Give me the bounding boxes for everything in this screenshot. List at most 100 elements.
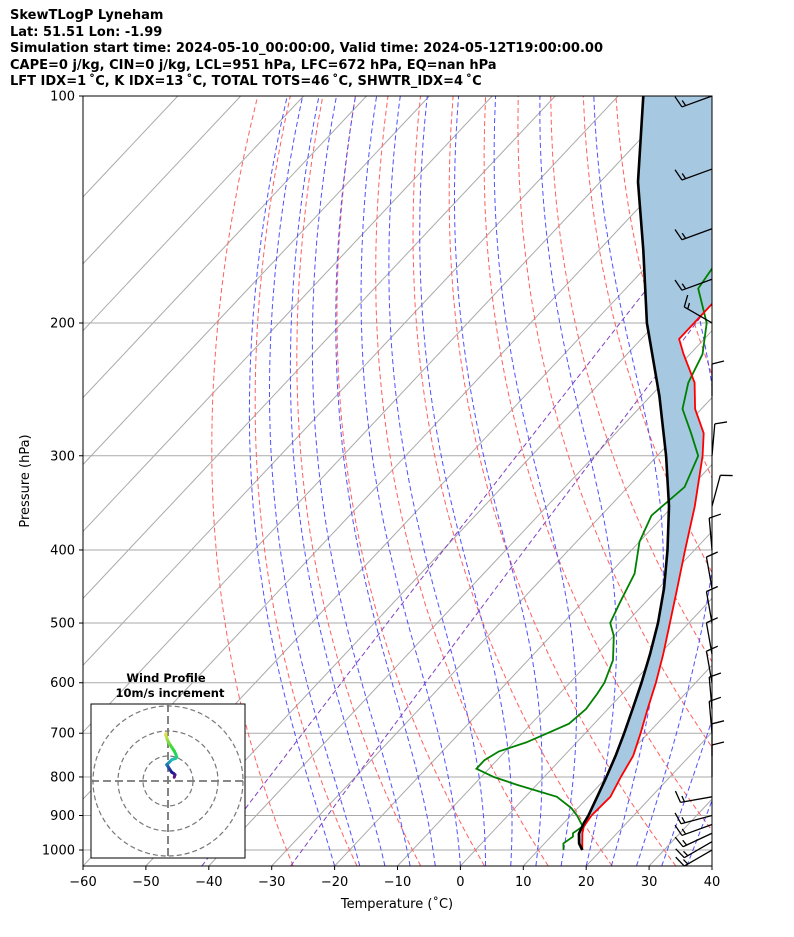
isotherm-line bbox=[208, 329, 712, 866]
moist-adiabat-line bbox=[248, 96, 336, 866]
y-tick-label: 200 bbox=[50, 316, 75, 331]
x-tick-label: −50 bbox=[132, 875, 159, 890]
wind-barb bbox=[674, 823, 713, 837]
wind-barb bbox=[675, 841, 713, 859]
x-tick-label: −60 bbox=[69, 875, 96, 890]
isotherm-line bbox=[397, 530, 712, 866]
wind-barb bbox=[708, 513, 722, 551]
x-tick-label: −20 bbox=[321, 875, 348, 890]
wind-barb bbox=[674, 832, 713, 848]
dry-adiabat-line bbox=[714, 96, 794, 866]
dry-adiabat-line bbox=[296, 96, 422, 866]
wind-barb bbox=[674, 228, 713, 241]
wind-barb bbox=[711, 360, 725, 397]
isotherm-line bbox=[83, 96, 367, 399]
dry-adiabat-line bbox=[582, 96, 712, 574]
hodograph-rings bbox=[91, 704, 245, 858]
moist-adiabat-line bbox=[388, 96, 487, 866]
dry-adiabat-line bbox=[517, 96, 712, 749]
station-title: SkewTLogP Lyneham bbox=[10, 8, 164, 23]
y-tick-label: 800 bbox=[50, 770, 75, 785]
moist-adiabat-line bbox=[454, 96, 543, 866]
y-tick-label: 100 bbox=[50, 90, 75, 105]
dry-adiabat-line bbox=[211, 96, 294, 866]
x-tick-label: −40 bbox=[195, 875, 222, 890]
isotherm-line bbox=[460, 597, 712, 866]
moist-adiabat-line bbox=[539, 96, 617, 866]
moist-adiabat-line bbox=[686, 799, 712, 866]
isotherm-line bbox=[83, 96, 619, 666]
dewpoint-line bbox=[474, 267, 712, 851]
dry-adiabat-line bbox=[254, 96, 358, 866]
wind-barb bbox=[683, 294, 713, 324]
moist-adiabat-line bbox=[419, 96, 513, 866]
stability-parameters: CAPE=0 j/kg, CIN=0 j/kg, LCL=951 hPa, LF… bbox=[10, 57, 497, 73]
hodograph-inset: Wind Profile 10m/s increment bbox=[90, 671, 246, 859]
x-tick-label: 30 bbox=[641, 875, 658, 890]
background-reference-lines bbox=[83, 96, 794, 866]
profile-lines bbox=[474, 96, 712, 851]
dry-adiabat-line bbox=[550, 96, 712, 663]
x-tick-label: 40 bbox=[704, 875, 721, 890]
moist-adiabat-line bbox=[711, 864, 712, 866]
wind-barb bbox=[674, 812, 713, 825]
y-tick-label: 900 bbox=[50, 809, 75, 824]
y-tick-label: 1000 bbox=[42, 844, 75, 859]
x-tick-label: −10 bbox=[384, 875, 411, 890]
stability-indices: LFT IDX=1 ˚C, K IDX=13 ˚C, TOTAL TOTS=46… bbox=[10, 74, 482, 89]
simulation-time: Simulation start time: 2024-05-10_00:00:… bbox=[10, 41, 603, 56]
isotherm-line bbox=[83, 96, 242, 265]
mixing-ratio-line bbox=[290, 301, 712, 866]
temperature-line bbox=[581, 302, 712, 850]
wind-barb bbox=[711, 474, 733, 507]
hodograph-subtitle: 10m/s increment bbox=[116, 686, 225, 700]
x-tick-label: 20 bbox=[578, 875, 595, 890]
x-tick-label: 0 bbox=[456, 875, 464, 890]
isotherm-line bbox=[334, 463, 712, 866]
wind-barb bbox=[711, 741, 725, 777]
isotherm-line bbox=[83, 96, 682, 733]
parcel-line bbox=[577, 96, 671, 851]
isotherm-line bbox=[711, 865, 712, 866]
wind-barb bbox=[674, 278, 713, 291]
y-axis-label: Pressure (hPa) bbox=[18, 434, 33, 527]
isotherm-line bbox=[83, 96, 493, 533]
wind-barb bbox=[711, 421, 728, 456]
moist-adiabat-line bbox=[311, 96, 411, 866]
dry-adiabat-line bbox=[448, 96, 677, 866]
moist-adiabat-line bbox=[335, 96, 436, 866]
moist-adiabat-line bbox=[289, 96, 386, 866]
moist-adiabat-line bbox=[661, 718, 712, 866]
y-tick-label: 400 bbox=[50, 543, 75, 558]
moist-adiabat-line bbox=[636, 96, 712, 866]
dry-adiabat-line bbox=[412, 96, 613, 866]
cape-fill bbox=[578, 96, 712, 850]
dry-adiabat-line bbox=[779, 96, 794, 866]
wind-barb bbox=[674, 790, 713, 803]
y-tick-label: 300 bbox=[50, 449, 75, 464]
y-tick-label: 700 bbox=[50, 727, 75, 742]
isotherm-line bbox=[83, 96, 556, 600]
dry-adiabat-line bbox=[375, 96, 549, 866]
temperature-ticks: −60 −50 −40 −30 −20 −10 0 10 20 30 40 bbox=[69, 866, 720, 890]
hodograph-title: Wind Profile bbox=[126, 671, 206, 685]
isotherm-line bbox=[271, 396, 712, 866]
wind-barb bbox=[674, 168, 713, 181]
x-tick-label: −30 bbox=[258, 875, 285, 890]
wind-barb bbox=[711, 720, 725, 756]
hodograph-trace bbox=[164, 732, 168, 737]
cape-area bbox=[578, 96, 712, 850]
wind-barb bbox=[675, 849, 713, 867]
isotherm-line bbox=[83, 96, 430, 466]
moist-adiabat-line bbox=[493, 96, 577, 866]
pressure-ticks: 100 200 300 400 500 600 700 800 900 1000 bbox=[42, 90, 83, 859]
moist-adiabat-line bbox=[360, 96, 461, 866]
y-tick-label: 600 bbox=[50, 676, 75, 691]
y-tick-label: 500 bbox=[50, 617, 75, 632]
isotherm-line bbox=[83, 96, 304, 332]
x-tick-label: 10 bbox=[515, 875, 532, 890]
chart-header: SkewTLogP Lyneham Lat: 51.51 Lon: -1.99 … bbox=[10, 8, 603, 91]
isotherm-line bbox=[145, 263, 712, 866]
dry-adiabat-line bbox=[336, 96, 485, 866]
